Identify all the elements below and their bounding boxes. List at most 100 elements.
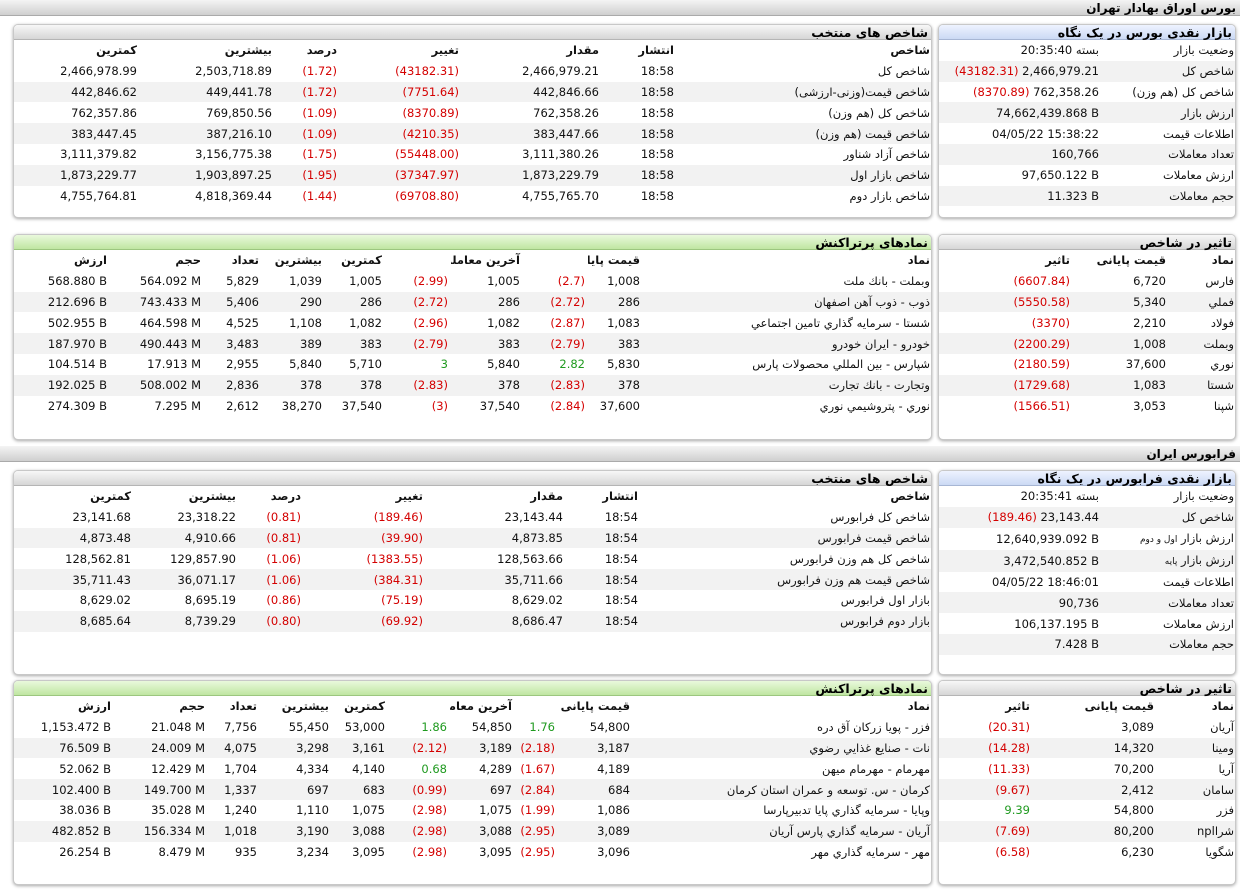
overview-value: 12,640,939.092 B bbox=[996, 531, 1099, 546]
overview-label: شاخص کل bbox=[1181, 64, 1234, 79]
index-low: 8,685.64 bbox=[14, 610, 134, 632]
active-symbol: مهرمام - مهرمام ميهن bbox=[822, 761, 930, 776]
active-symbol-row[interactable]: وپايا - سرمايه گذاري پايا تدبيرپارسا 1,08… bbox=[14, 800, 931, 821]
active-count: 7,756 bbox=[224, 720, 257, 735]
index-row[interactable]: شاخص کل 18:58 2,466,979.21 (43182.31) (1.72)… bbox=[14, 61, 931, 82]
active-close-change: 2.82 bbox=[559, 357, 585, 372]
active-symbol-row[interactable]: آريان - سرمايه گذاري پارس آريان 3,089 (2.9… bbox=[14, 820, 931, 842]
active-last-price: 4,289 bbox=[479, 761, 512, 776]
impact-row[interactable]: شپنا 3,053 (1566.51) bbox=[939, 396, 1235, 417]
active-symbol-row[interactable]: نات - صنايع غذايي رضوي 3,187 (2.18) 3,189 (2… bbox=[14, 737, 931, 759]
impact-row[interactable]: فارس 6,720 (6607.84) bbox=[939, 271, 1235, 292]
overview-row: وضعیت بازار بسته 20:35:41 bbox=[939, 486, 1235, 507]
overview-label: تعداد معاملات bbox=[1168, 147, 1234, 162]
impact-row[interactable]: شراnpl 80,200 (7.69) bbox=[939, 820, 1235, 842]
active-close-change: (2.7) bbox=[557, 274, 585, 289]
index-value: 35,711.66 bbox=[426, 569, 566, 590]
overview-row: اطلاعات قیمت 04/05/22 15:38:22 bbox=[939, 123, 1235, 144]
index-high: 4,818,369.44 bbox=[195, 188, 272, 203]
impact-row[interactable]: وبملت 1,008 (2200.29) bbox=[939, 333, 1235, 354]
impact-symbol: فارس bbox=[1205, 274, 1234, 289]
column-header: تاثیر bbox=[1045, 253, 1070, 268]
index-row[interactable]: بازار اول فرابورس 18:54 8,629.02 (75.19) (0.… bbox=[14, 590, 931, 611]
index-row[interactable]: شاخص قيمت فرابورس 18:54 4,873.85 (39.90) (0.… bbox=[14, 527, 931, 549]
impact-symbol: فزر bbox=[1216, 803, 1234, 818]
index-row[interactable]: شاخص بازار اول 18:58 1,873,229.79 (37347.97… bbox=[14, 164, 931, 186]
index-time: 18:58 bbox=[640, 105, 674, 120]
index-row[interactable]: شاخص كل فرابورس 18:54 23,143.44 (189.46) (0.… bbox=[14, 507, 931, 528]
active-symbol-row[interactable]: كرمان - س. توسعه و عمران استان كرمان 684(… bbox=[14, 779, 931, 800]
active-symbol-row[interactable]: وتجارت - بانك تجارت 378 (2.83) 378 (2.83) 378… bbox=[14, 374, 931, 396]
ifb-impact-panel: تاثیر در شاخص نماد قیمت پایانی تاثیر آريان… bbox=[938, 680, 1236, 885]
impact-row[interactable]: آريا 70,200 (11.33) bbox=[939, 758, 1235, 779]
active-symbol: آريان - سرمايه گذاري پارس آريان bbox=[633, 820, 931, 842]
index-value: 23,143.44 bbox=[504, 510, 563, 525]
active-symbol-row[interactable]: خودرو - ايران خودرو 383 (2.79) 383 (2.79) 383… bbox=[14, 333, 931, 354]
index-value: 4,873.85 bbox=[426, 527, 566, 549]
tse-indices-body: شاخص کل 18:58 2,466,979.21 (43182.31) (1.72)… bbox=[14, 61, 931, 207]
active-symbol-row[interactable]: مهر - سرمايه گذاري مهر 3,096 (2.95) 3,095 (2… bbox=[14, 842, 931, 863]
active-symbol-row[interactable]: شستا - سرمايه گذاري تامين اجتماعي 1,083 (2… bbox=[14, 312, 931, 333]
column-header: قیمت پایانی bbox=[560, 699, 630, 714]
overview-value-cell: 12,640,939.092 B bbox=[939, 528, 1102, 550]
impact-value: (6.58) bbox=[995, 844, 1030, 859]
column-header: کمترین bbox=[344, 699, 385, 714]
index-row[interactable]: شاخص كل هم وزن فرابورس 18:54 128,563.66 (13… bbox=[14, 548, 931, 569]
active-symbol-row[interactable]: فزر - پويا زركان آق دره 54,800 1.76 54,850 1… bbox=[14, 717, 931, 738]
active-value: 38.036 B bbox=[59, 803, 111, 818]
index-row[interactable]: شاخص بازار دوم 18:58 4,755,765.70 (69708.80… bbox=[14, 186, 931, 207]
overview-label: حجم معاملات bbox=[1169, 637, 1234, 652]
index-row[interactable]: بازار دوم فرابورس 18:54 8,686.47 (69.92) (0.… bbox=[14, 610, 931, 632]
overview-row: وضعیت بازار بسته 20:35:40 bbox=[939, 40, 1235, 61]
index-row[interactable]: شاخص قیمت(وزنی-ارزشی) 18:58 442,846.66 (775… bbox=[14, 81, 931, 103]
impact-row[interactable]: سامان 2,412 (9.67) bbox=[939, 779, 1235, 800]
overview-value-cell: 74,662,439.868 B bbox=[939, 102, 1102, 124]
impact-row[interactable]: فزر 54,800 9.39 bbox=[939, 800, 1235, 821]
header-row: نماد قیمت پایانی آخرین معامله کمترین بیشترین… bbox=[14, 250, 931, 271]
active-low: 378 bbox=[325, 374, 385, 396]
ifb-indices-title: شاخص های منتخب bbox=[14, 471, 931, 486]
impact-row[interactable]: شگويا 6,230 (6.58) bbox=[939, 842, 1235, 863]
column-header: کمترین bbox=[341, 253, 382, 268]
index-low: 4,755,764.81 bbox=[60, 188, 137, 203]
index-row[interactable]: شاخص آزاد شناور 18:58 3,111,380.26 (55448.0… bbox=[14, 144, 931, 165]
active-close-price: 684 bbox=[558, 779, 633, 800]
active-count: 5,406 bbox=[204, 291, 262, 313]
active-last-change: (2.12) bbox=[388, 737, 450, 759]
impact-row[interactable]: فملي 5,340 (5550.58) bbox=[939, 291, 1235, 313]
impact-value: (6607.84) bbox=[1013, 274, 1070, 289]
index-percent: (1.72) bbox=[302, 64, 337, 79]
index-row[interactable]: شاخص قیمت (هم وزن) 18:58 383,447.66 (4210.3… bbox=[14, 123, 931, 144]
active-symbol-row[interactable]: نوري - پتروشيمي نوري 37,600 (2.84) 37,540 (3… bbox=[14, 396, 931, 417]
active-high: 3,190 bbox=[260, 820, 332, 842]
active-symbol-row[interactable]: وبملت - بانك ملت 1,008 (2.7) 1,005 (2.99) 1,0… bbox=[14, 271, 931, 292]
impact-row[interactable]: آريان 3,089 (20.31) bbox=[939, 717, 1235, 738]
index-row[interactable]: شاخص قيمت هم وزن فرابورس 18:54 35,711.66 (3… bbox=[14, 569, 931, 590]
active-high: 55,450 bbox=[288, 720, 329, 735]
active-low: 4,140 bbox=[352, 761, 385, 776]
index-high: 4,910.66 bbox=[134, 527, 239, 549]
impact-price: 14,320 bbox=[1033, 737, 1157, 759]
active-symbol-row[interactable]: ذوب - ذوب آهن اصفهان 286 (2.72) 286 (2.72) 28… bbox=[14, 291, 931, 313]
overview-value: 160,766 bbox=[1051, 147, 1099, 162]
impact-value: (9.67) bbox=[939, 779, 1033, 800]
overview-change: (43182.31) bbox=[954, 64, 1019, 79]
tse-section-title: بورس اوراق بهادار تهران bbox=[0, 0, 1240, 16]
index-row[interactable]: شاخص کل (هم وزن) 18:58 762,358.26 (8370.89)… bbox=[14, 102, 931, 123]
active-symbol-row[interactable]: مهرمام - مهرمام ميهن 4,189 (1.67) 4,289 0.68… bbox=[14, 758, 931, 779]
active-volume: 24.009 M bbox=[114, 737, 208, 759]
impact-row[interactable]: فولاد 2,210 (3370) bbox=[939, 312, 1235, 333]
index-percent: (0.86) bbox=[266, 593, 301, 608]
active-symbol-row[interactable]: شپارس - بين المللي محصولات پارس 5,830 2.82… bbox=[14, 354, 931, 375]
impact-row[interactable]: نوري 37,600 (2180.59) bbox=[939, 354, 1235, 375]
impact-row[interactable]: شستا 1,083 (1729.68) bbox=[939, 374, 1235, 396]
active-volume: 156.334 M bbox=[114, 820, 208, 842]
impact-row[interactable]: ومينا 14,320 (14.28) bbox=[939, 737, 1235, 759]
index-value: 3,111,380.26 bbox=[522, 147, 599, 162]
impact-symbol: فولاد bbox=[1210, 315, 1234, 330]
index-percent: (1.72) bbox=[275, 81, 340, 103]
active-last-price: 1,075 bbox=[479, 803, 512, 818]
index-change: (7751.64) bbox=[340, 81, 462, 103]
impact-symbol: آريا bbox=[1218, 761, 1234, 776]
active-low: 37,540 bbox=[341, 398, 382, 413]
